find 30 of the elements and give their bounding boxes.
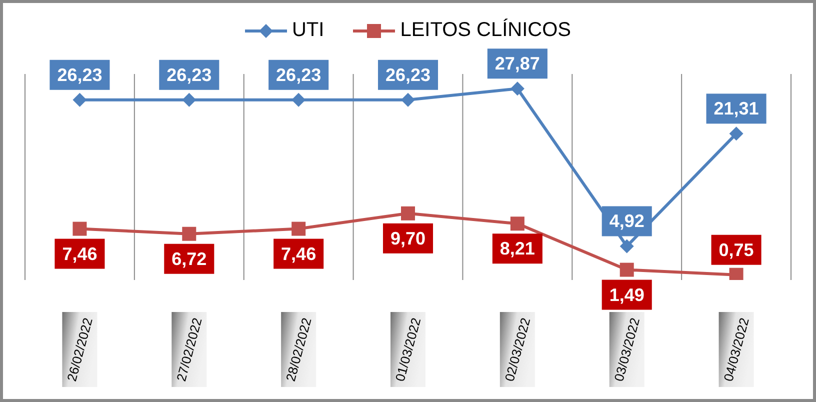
data-label: 26,23: [166, 64, 212, 85]
point: [182, 226, 196, 241]
point: [510, 82, 524, 96]
point: [292, 92, 306, 107]
point: [401, 92, 415, 107]
data-label: 1,49: [609, 284, 644, 305]
legend-label: LEITOS CLÍNICOS: [400, 19, 571, 42]
point: [292, 222, 306, 236]
point: [401, 206, 415, 220]
point: [72, 222, 87, 236]
data-label: 8,21: [500, 238, 535, 259]
data-label: 0,75: [718, 240, 754, 260]
data-label: 7,46: [62, 244, 98, 264]
data-label: 7,46: [281, 244, 316, 264]
data-label: 26,23: [276, 64, 322, 85]
data-label: 21,31: [714, 98, 759, 119]
data-label: 26,23: [57, 64, 102, 85]
data-label: 27,87: [494, 54, 540, 74]
data-label: 9,70: [390, 228, 426, 248]
legend-label: UTI: [292, 19, 324, 42]
point: [182, 92, 196, 107]
data-label: 6,72: [172, 248, 207, 269]
data-label: 26,23: [385, 64, 431, 85]
point: [72, 92, 87, 107]
point: [620, 262, 634, 277]
point: [729, 126, 744, 141]
point: [729, 268, 744, 280]
data-label: 4,92: [609, 211, 644, 232]
point: [620, 239, 634, 254]
point: [510, 216, 524, 231]
